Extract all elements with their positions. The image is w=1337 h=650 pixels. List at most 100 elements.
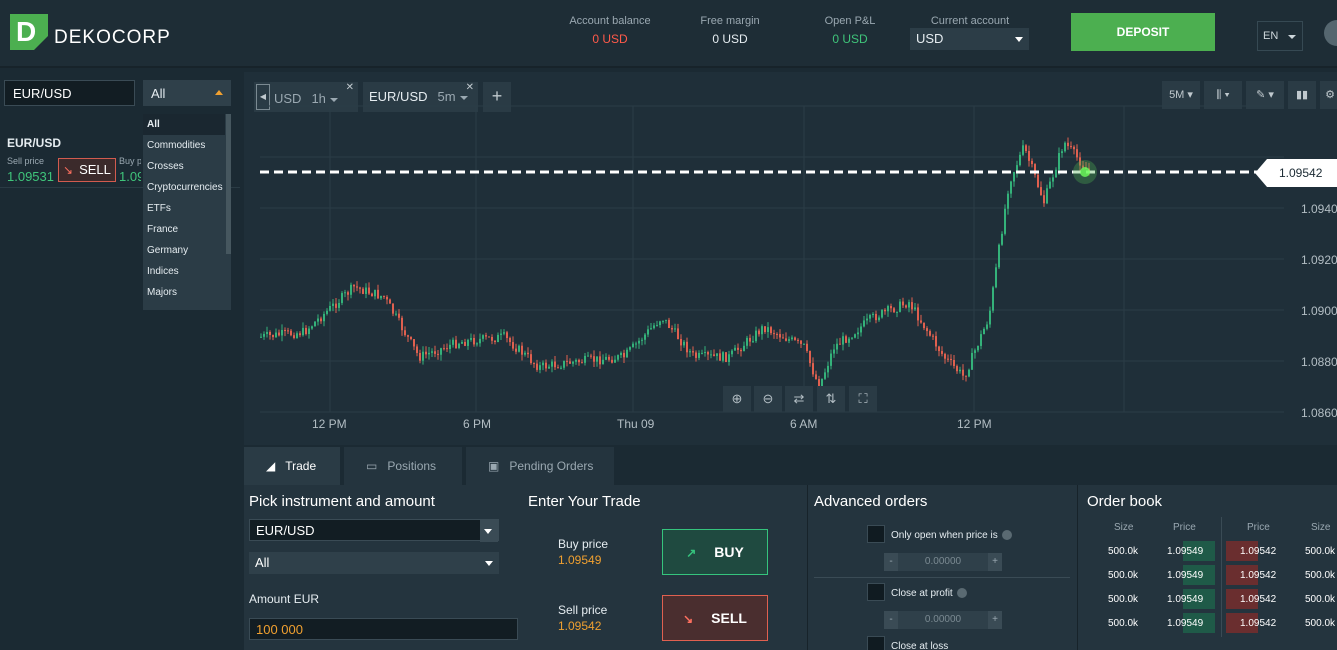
candle-body — [524, 352, 526, 355]
open-when-checkbox[interactable] — [867, 525, 885, 543]
dropdown-option[interactable]: Indices — [147, 266, 179, 277]
chart-type-button[interactable]: ⫼ ▾ — [1204, 81, 1242, 109]
arrow-down-right-icon: ↘ — [683, 612, 694, 626]
chevron-down-icon — [1288, 35, 1296, 39]
chevron-left-icon[interactable]: ◀ — [256, 84, 270, 110]
interval-select[interactable]: 5M ▾ — [1162, 81, 1200, 109]
candle-body — [344, 292, 346, 294]
dropdown-option[interactable]: France — [147, 224, 179, 235]
bid-price: 1.09549 — [1167, 570, 1204, 581]
instrument-panel: All EUR/USD Sell price 1.09531 ↘ SELL Buy… — [0, 70, 240, 650]
candle-body — [395, 313, 397, 315]
tab-pending-orders-label: Pending Orders — [509, 459, 594, 473]
profit-price-stepper[interactable]: - 0.00000 + — [884, 611, 1002, 629]
candle-body — [611, 359, 613, 363]
deposit-button[interactable]: DEPOSIT — [1071, 13, 1215, 51]
candle-body — [962, 369, 964, 376]
instrument-row[interactable]: EUR/USD Sell price 1.09531 ↘ SELL Buy pri… — [0, 126, 240, 188]
candle-body — [1070, 146, 1072, 148]
candle-body — [473, 337, 475, 345]
instrument-search-input[interactable] — [4, 80, 135, 106]
amount-input[interactable]: 100 000 — [249, 618, 518, 640]
candle-body — [386, 296, 388, 300]
sell-button[interactable]: ↘ SELL — [662, 595, 768, 641]
language-select[interactable]: EN — [1257, 21, 1303, 51]
candle-body — [470, 337, 472, 340]
candle-body — [539, 365, 541, 370]
candle-body — [422, 351, 424, 361]
arrows-horizontal-icon: ⇄ — [793, 391, 805, 406]
account-balance-label: Account balance — [569, 15, 651, 27]
dropdown-option[interactable]: Cryptocurrencies — [147, 182, 223, 193]
candle-body — [662, 320, 664, 322]
close-profit-checkbox[interactable] — [867, 583, 885, 601]
candle-body — [1076, 149, 1078, 158]
logo[interactable]: D DEKOCORP — [10, 14, 171, 50]
minus-icon[interactable]: - — [884, 553, 898, 571]
chevron-down-icon[interactable] — [459, 95, 468, 100]
chart-tab-eurusd[interactable]: EUR/USD 5m ✕ — [363, 82, 478, 112]
settings-button[interactable]: ⚙ — [1320, 81, 1337, 109]
candle-body — [380, 295, 382, 299]
dropdown-option[interactable]: Majors — [147, 287, 178, 298]
candle-body — [716, 353, 718, 356]
candle-body — [812, 363, 814, 375]
arrows-vertical-icon: ⇅ — [825, 391, 837, 406]
candle-body — [485, 335, 487, 337]
indicators-button[interactable]: ▮▮ — [1288, 81, 1316, 109]
dropdown-option[interactable]: Crosses — [147, 161, 184, 172]
minus-icon[interactable]: - — [884, 611, 898, 629]
quick-sell-button[interactable]: ↘ SELL — [58, 158, 116, 182]
candle-body — [347, 292, 349, 295]
add-tab-button[interactable]: + — [483, 82, 511, 112]
dropdown-option[interactable]: Commodities — [147, 140, 206, 151]
plus-icon[interactable]: + — [988, 611, 1002, 629]
trade-body: Pick instrument and amount EUR/USD All A… — [244, 485, 1337, 650]
x-tick: Thu 09 — [617, 417, 655, 431]
user-avatar-icon[interactable] — [1324, 20, 1337, 46]
trade-group-select[interactable]: All — [249, 552, 499, 574]
interval-value: 5M — [1169, 89, 1185, 101]
dropdown-option[interactable]: All — [143, 114, 225, 135]
candle-body — [296, 333, 298, 338]
tab-trade[interactable]: ◢ Trade — [244, 447, 340, 485]
buy-button-label: BUY — [714, 544, 744, 560]
candle-body — [950, 358, 952, 360]
close-icon[interactable]: ✕ — [345, 82, 354, 93]
candle-body — [992, 287, 994, 311]
close-icon[interactable]: ✕ — [465, 82, 474, 93]
price-chart[interactable] — [244, 72, 1337, 445]
chevron-down-icon[interactable] — [329, 97, 338, 102]
tab-positions[interactable]: ▭ Positions — [344, 447, 462, 485]
scroll-horizontal-button[interactable]: ⇄ — [785, 386, 813, 412]
fullscreen-button[interactable]: ⛶ — [849, 386, 877, 412]
chart-tab-usd[interactable]: ◀ USD 1h ✕ — [254, 82, 358, 112]
dropdown-option[interactable]: Germany — [147, 245, 189, 256]
open-price-stepper[interactable]: - 0.00000 + — [884, 553, 1002, 571]
candle-body — [623, 352, 625, 358]
instrument-group-select[interactable]: All — [143, 80, 231, 106]
divider — [807, 485, 808, 650]
candle-body — [389, 299, 391, 304]
gear-icon: ⚙ — [1325, 89, 1335, 101]
candle-body — [896, 311, 898, 313]
dropdown-scrollbar[interactable] — [226, 114, 231, 254]
candle-body — [965, 375, 967, 377]
scroll-vertical-button[interactable]: ⇅ — [817, 386, 845, 412]
dropdown-option[interactable]: ETFs — [147, 203, 171, 214]
candle-body — [455, 339, 457, 349]
help-icon[interactable] — [1001, 530, 1012, 541]
candle-body — [350, 284, 352, 295]
zoom-out-button[interactable]: ⊖ — [754, 386, 782, 412]
trade-instrument-select[interactable]: EUR/USD — [249, 519, 499, 542]
current-account-select[interactable]: USD — [910, 28, 1029, 50]
plus-icon[interactable]: + — [988, 553, 1002, 571]
drawing-tools-button[interactable]: ✎ ▾ — [1246, 81, 1284, 109]
candle-body — [560, 367, 562, 369]
help-icon[interactable] — [956, 588, 967, 599]
tab-pending-orders[interactable]: ▣ Pending Orders — [466, 447, 614, 485]
candle-body — [515, 348, 517, 352]
close-loss-checkbox[interactable] — [867, 636, 885, 650]
zoom-in-button[interactable]: ⊕ — [723, 386, 751, 412]
buy-button[interactable]: ↗ BUY — [662, 529, 768, 575]
